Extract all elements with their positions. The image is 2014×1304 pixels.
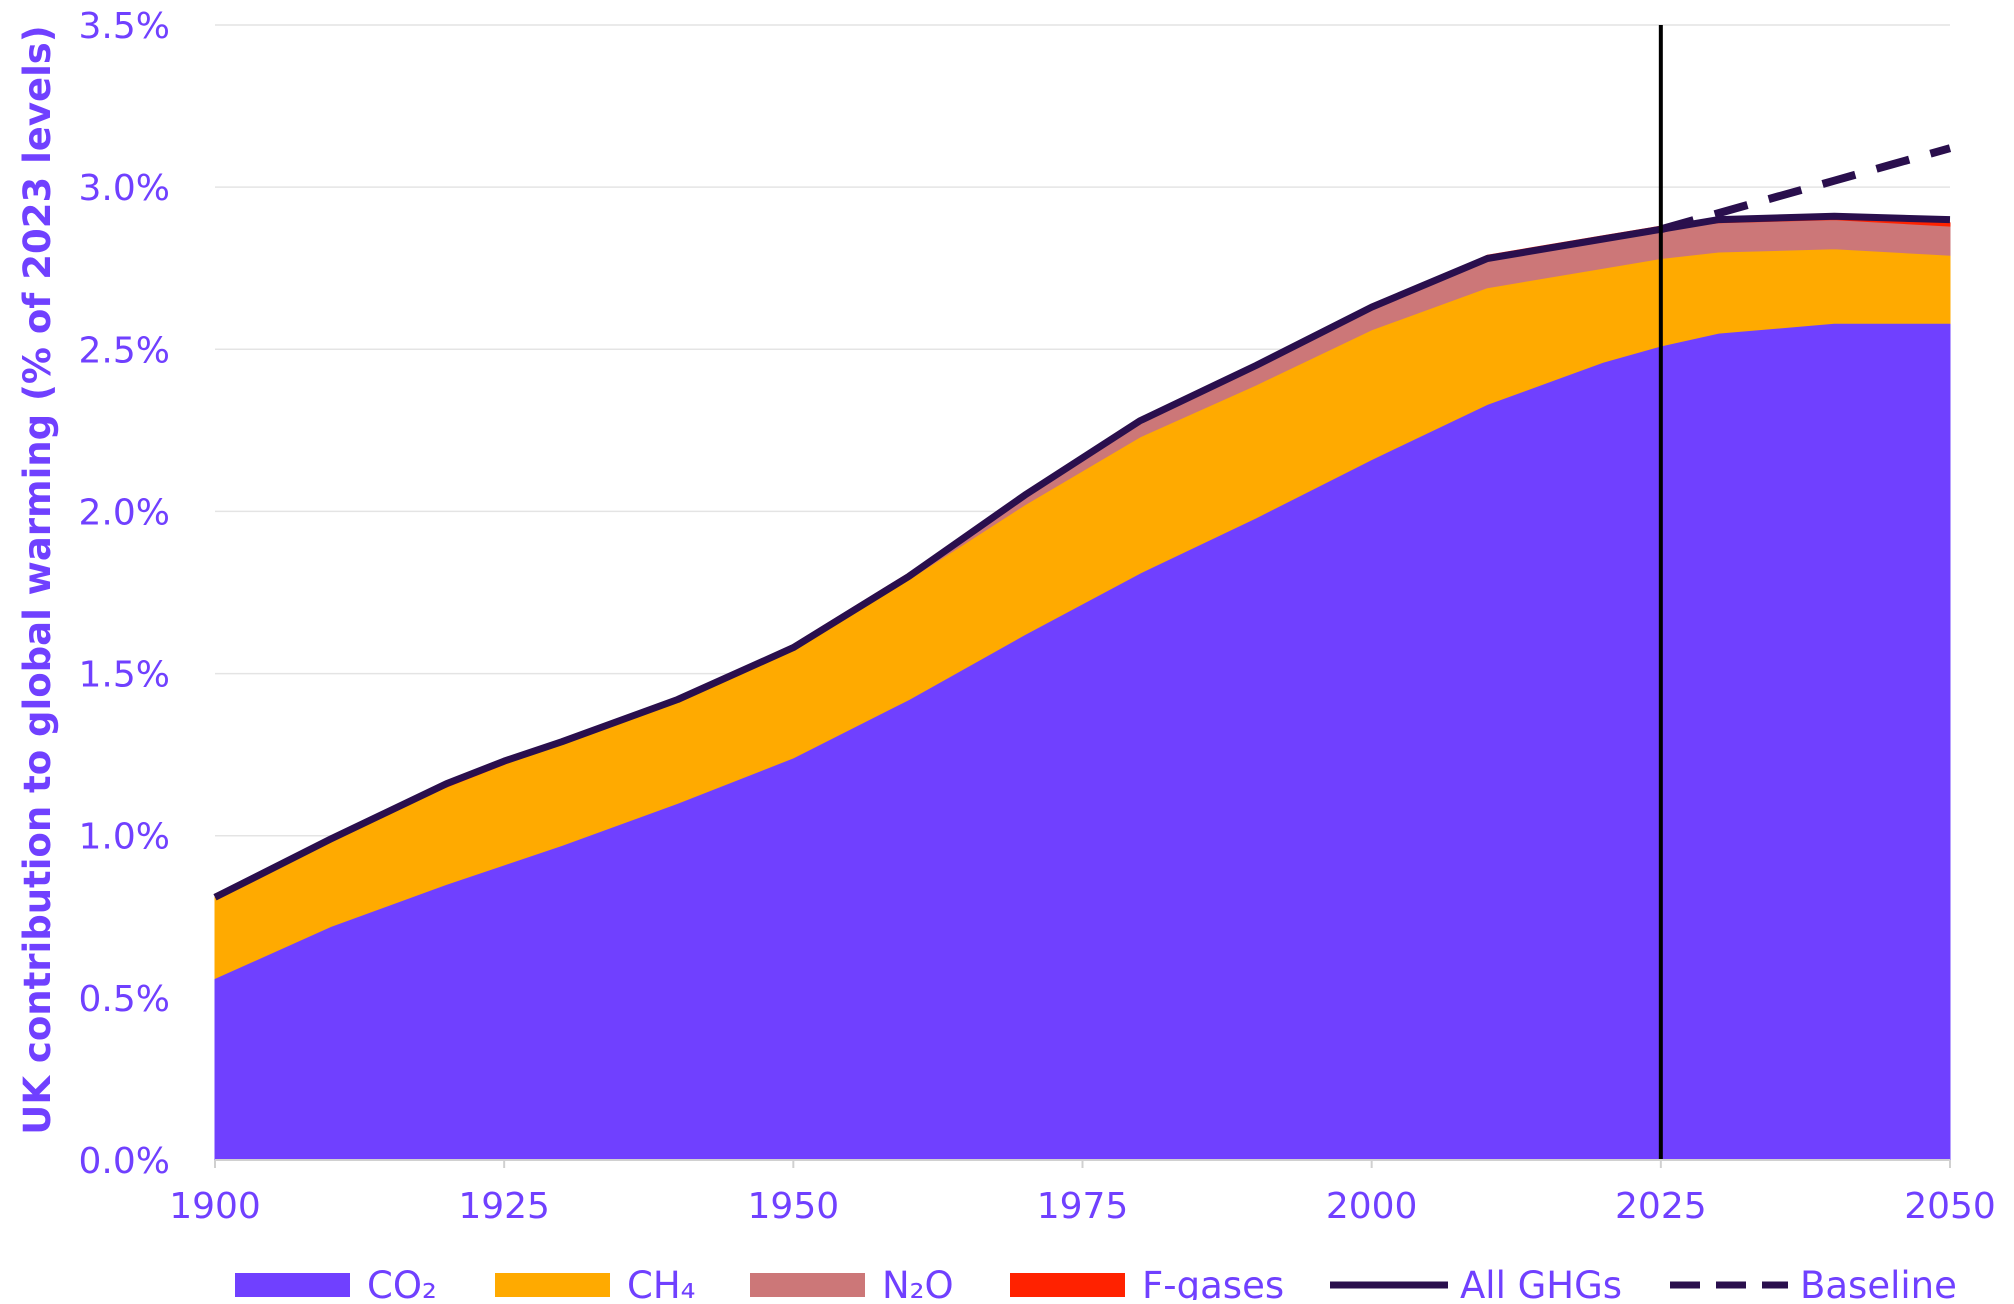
x-tick-label: 1975 bbox=[1037, 1186, 1129, 1227]
x-tick-label: 1950 bbox=[748, 1186, 840, 1227]
x-tick-label: 1900 bbox=[169, 1186, 261, 1227]
x-tick-label: 1925 bbox=[458, 1186, 550, 1227]
y-axis-ticks: 0.0% 0.5% 1.0% 1.5% 2.0% 2.5% 3.0% 3.5% bbox=[79, 6, 170, 1182]
series-lines bbox=[213, 144, 1952, 901]
y-tick-label: 2.0% bbox=[79, 492, 170, 533]
legend: CO₂ CH₄ N₂O F-gases All GHGs Baseline bbox=[235, 1264, 1957, 1304]
legend-label: N₂O bbox=[882, 1264, 954, 1300]
y-tick-label: 2.5% bbox=[79, 330, 170, 371]
y-tick-label: 3.0% bbox=[79, 168, 170, 209]
stacked-areas bbox=[214, 215, 1951, 1161]
legend-swatch bbox=[1010, 1273, 1125, 1297]
legend-swatch bbox=[235, 1273, 350, 1297]
y-tick-label: 3.5% bbox=[79, 6, 170, 47]
legend-label: Baseline bbox=[1800, 1264, 1957, 1300]
y-tick-label: 0.0% bbox=[79, 1141, 170, 1182]
x-tick-label: 2000 bbox=[1326, 1186, 1418, 1227]
legend-label: CO₂ bbox=[367, 1264, 437, 1300]
legend-label: CH₄ bbox=[627, 1264, 696, 1300]
x-tick-label: 2050 bbox=[1904, 1186, 1996, 1227]
legend-label: F-gases bbox=[1142, 1264, 1284, 1300]
y-tick-label: 1.0% bbox=[79, 817, 170, 858]
legend-swatch bbox=[750, 1273, 865, 1297]
y-tick-label: 0.5% bbox=[79, 979, 170, 1020]
x-axis-ticks: 1900 1925 1950 1975 2000 2025 2050 bbox=[169, 1159, 1996, 1227]
y-tick-label: 1.5% bbox=[79, 655, 170, 696]
line-baseline bbox=[1659, 144, 1952, 234]
legend-swatch bbox=[495, 1273, 610, 1297]
area-co- bbox=[214, 322, 1951, 1161]
x-tick-label: 2025 bbox=[1615, 1186, 1707, 1227]
y-axis-label: UK contribution to global warming (% of … bbox=[16, 25, 59, 1134]
legend-label: All GHGs bbox=[1460, 1264, 1622, 1300]
